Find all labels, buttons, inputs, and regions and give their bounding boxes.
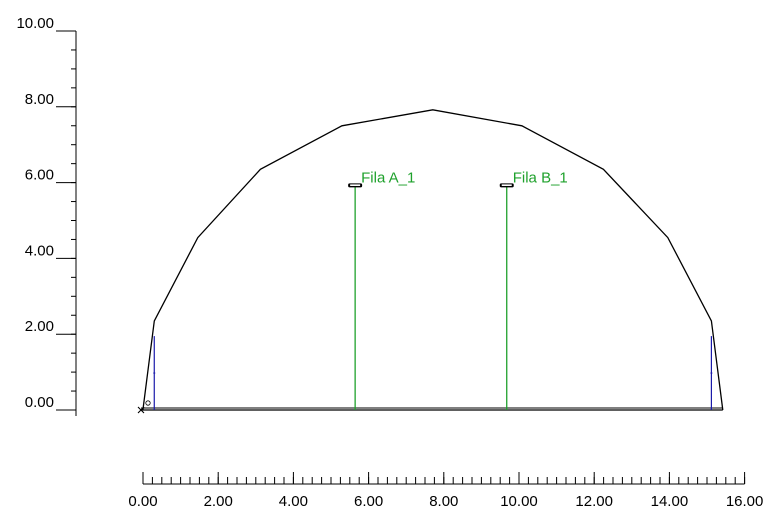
x-axis: 0.00 2.00 4.00 6.00 8.00 10.00 12.00 14.00 16.00 (128, 472, 763, 510)
x-tick-label: 12.00 (575, 493, 613, 510)
y-axis: 0.00 2.00 4.00 6.00 8.00 10.00 (16, 15, 77, 416)
x-tick-label: 0.00 (128, 493, 157, 510)
x-tick-label: 14.00 (651, 493, 689, 510)
x-tick-label: 2.00 (204, 493, 233, 510)
y-tick-label: 8.00 (25, 91, 54, 108)
y-tick-label: 6.00 (25, 167, 54, 184)
plot-area: Fila A_1 Fila B_1 (137, 109, 724, 414)
x-tick-label: 16.00 (726, 493, 764, 510)
row-cap-slot (501, 184, 512, 186)
greenhouse-outline (142, 109, 724, 411)
origin-cross-icon (137, 406, 145, 414)
y-tick-label: 4.00 (25, 242, 54, 259)
y-tick-label: 2.00 (25, 318, 54, 335)
x-tick-label: 4.00 (279, 493, 308, 510)
y-tick-label: 0.00 (25, 394, 54, 411)
x-tick-label: 10.00 (500, 493, 538, 510)
y-tick-label: 10.00 (16, 15, 54, 32)
row-label: Fila A_1 (361, 169, 415, 186)
x-tick-label: 8.00 (429, 493, 458, 510)
origin-circle-icon (145, 400, 151, 406)
row-label: Fila B_1 (513, 169, 568, 186)
row-cap-slot (350, 184, 361, 186)
x-tick-label: 6.00 (354, 493, 383, 510)
